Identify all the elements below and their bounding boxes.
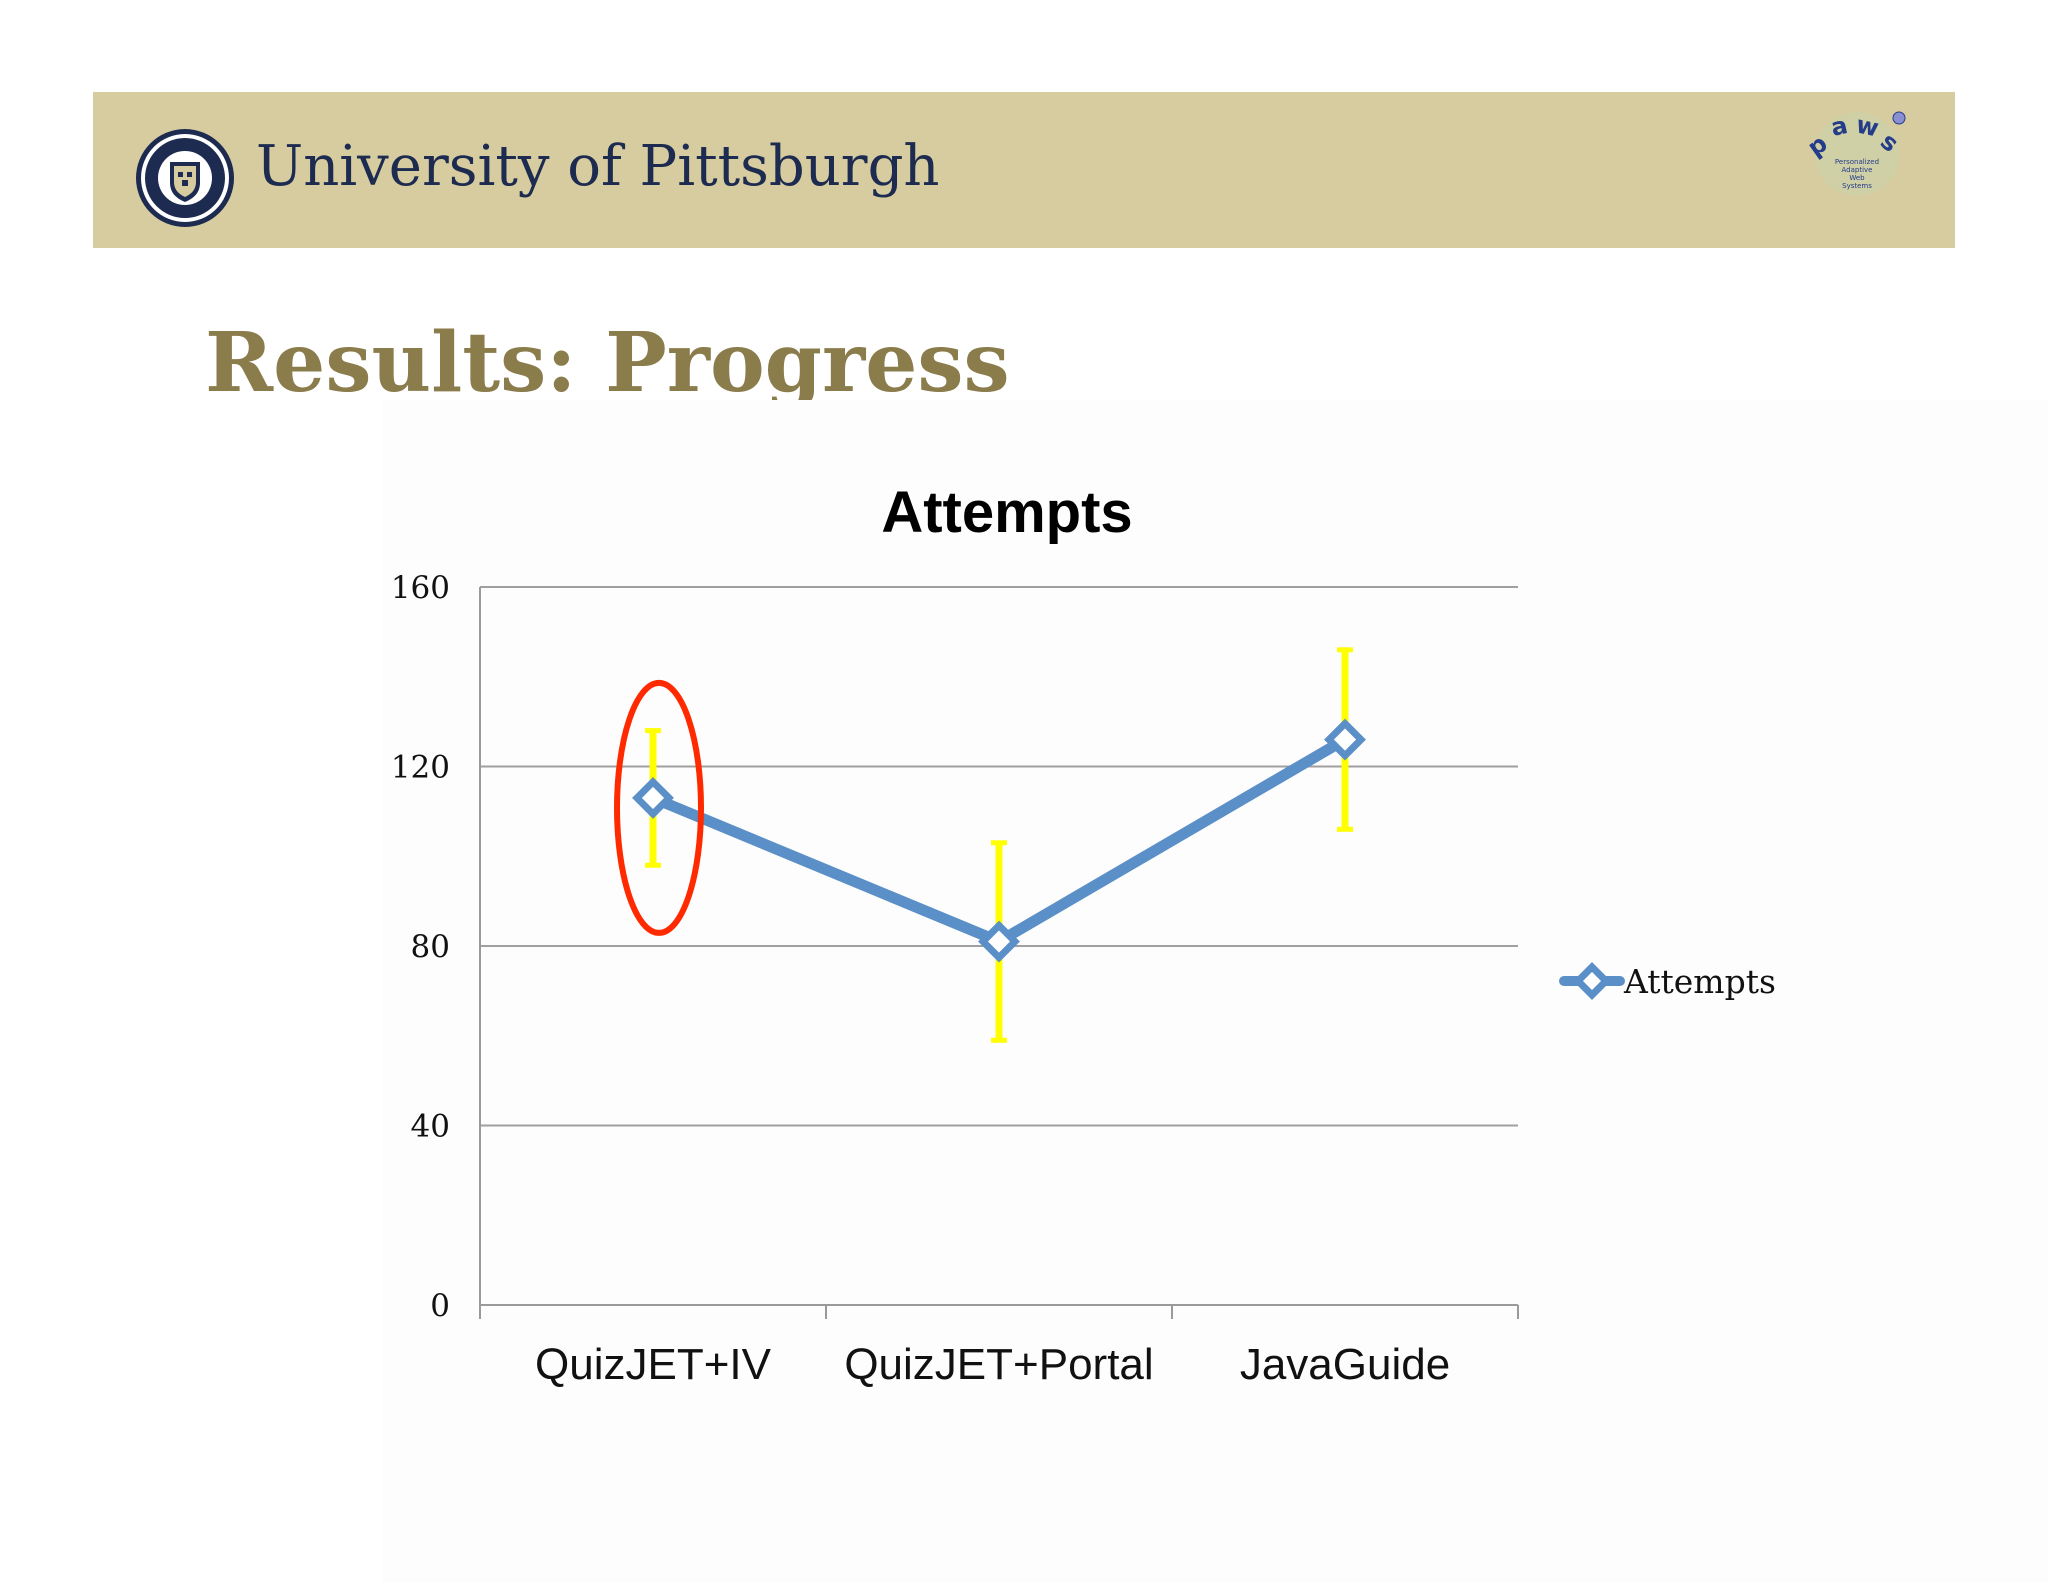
chart-area: Attempts 0 40 80 120 160 QuizJET+IV QuizJET+Por… — [382, 400, 2048, 1582]
y-tick-label: 80 — [411, 929, 450, 965]
svg-text:a: a — [1828, 111, 1850, 142]
x-tick-label: QuizJET+IV — [535, 1340, 772, 1389]
line-chart: Attempts 0 40 80 120 160 QuizJET+IV QuizJET+Por… — [391, 480, 1776, 1389]
y-tick-label: 120 — [391, 750, 450, 786]
university-seal-icon — [136, 129, 234, 227]
data-point-marker — [632, 776, 674, 819]
y-tick-label: 40 — [411, 1109, 450, 1145]
y-tick-label: 0 — [430, 1288, 450, 1324]
svg-text:Systems: Systems — [1842, 182, 1872, 190]
legend-label: Attempts — [1623, 962, 1776, 1001]
svg-text:Personalized: Personalized — [1835, 158, 1879, 166]
highlight-ellipse — [614, 679, 704, 936]
x-tick-label: JavaGuide — [1240, 1340, 1450, 1389]
legend-marker — [1573, 962, 1611, 1000]
x-tick-label: QuizJET+Portal — [844, 1340, 1153, 1389]
data-point-marker — [1324, 718, 1366, 761]
chart-title: Attempts — [881, 480, 1132, 545]
header-band: University of Pittsburgh p a w s Persona… — [93, 92, 1955, 248]
svg-text:Web: Web — [1849, 174, 1865, 182]
y-tick-label: 160 — [391, 570, 450, 606]
university-name: University of Pittsburgh — [256, 134, 940, 199]
svg-text:Adaptive: Adaptive — [1842, 166, 1873, 174]
data-point-marker — [978, 920, 1020, 963]
slide-title: Results: Progress — [205, 315, 1010, 411]
paws-logo-icon: p a w s Personalized Adaptive Web System… — [1802, 110, 1906, 196]
